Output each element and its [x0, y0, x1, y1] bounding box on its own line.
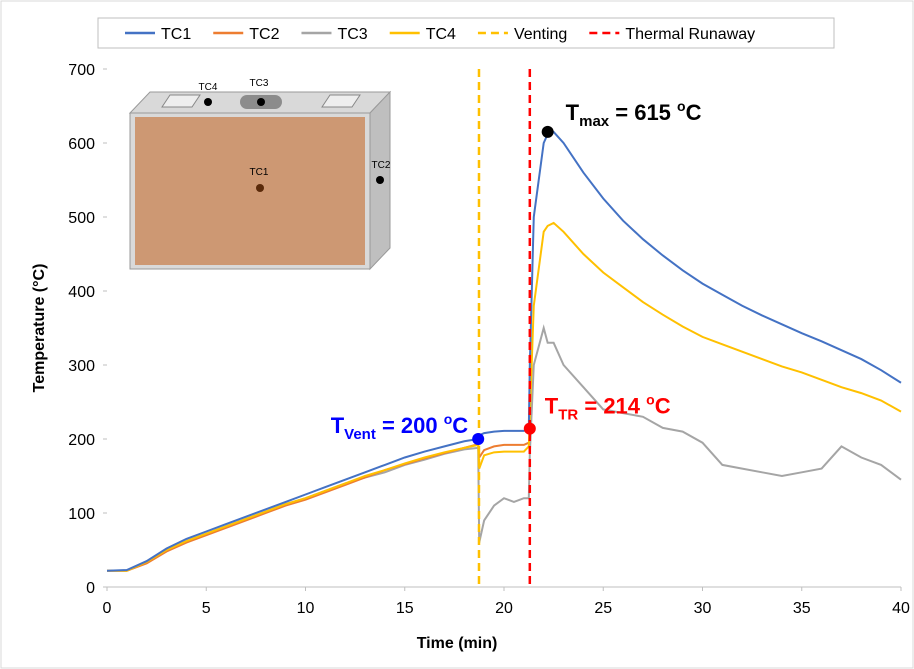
- annotation-part: T: [566, 100, 580, 125]
- annotation-part: C: [452, 413, 468, 438]
- x-tick-label: 35: [793, 600, 811, 617]
- y-axis-label: Temperature (°C): [31, 264, 48, 393]
- y-tick-label: 200: [68, 432, 95, 449]
- annotation-part: = 615: [609, 100, 677, 125]
- sensor-dot: [257, 98, 265, 106]
- legend-label: TC2: [249, 26, 279, 43]
- annotation-sub: max: [579, 113, 610, 130]
- terminal: [321, 94, 361, 108]
- annotation-part: = 200: [376, 413, 444, 438]
- inset-label: TC1: [250, 167, 269, 178]
- point-marker: [541, 125, 554, 138]
- y-tick-label: 400: [68, 284, 95, 301]
- y-tick-label: 0: [86, 580, 95, 597]
- x-tick-label: 10: [297, 600, 315, 617]
- annotation-part: C: [686, 100, 702, 125]
- legend-label: Venting: [514, 26, 567, 43]
- y-tick-label: 600: [68, 136, 95, 153]
- y-tick-label: 100: [68, 506, 95, 523]
- annotation: TVent = 200 oC: [331, 411, 469, 443]
- x-tick-label: 5: [202, 600, 211, 617]
- annotation-part: T: [545, 394, 559, 419]
- x-tick-label: 15: [396, 600, 414, 617]
- annotation-sup: o: [646, 392, 655, 408]
- legend-label: TC3: [337, 26, 367, 43]
- sensor-dot: [376, 176, 384, 184]
- y-tick-label: 300: [68, 358, 95, 375]
- cell-face: [135, 117, 365, 265]
- annotation-sub: TR: [558, 407, 578, 424]
- x-tick-label: 25: [594, 600, 612, 617]
- annotation-sup: o: [444, 411, 453, 427]
- x-tick-label: 30: [694, 600, 712, 617]
- x-tick-label: 0: [103, 600, 112, 617]
- x-tick-label: 20: [495, 600, 513, 617]
- legend-label: Thermal Runaway: [625, 26, 755, 43]
- annotation-part: T: [331, 413, 345, 438]
- y-tick-label: 500: [68, 210, 95, 227]
- annotation-sub: Vent: [344, 426, 376, 443]
- series-line: [107, 441, 530, 572]
- legend-label: TC4: [426, 26, 456, 43]
- inset-label: TC2: [372, 160, 391, 171]
- series-line: [106, 130, 902, 572]
- annotation-sup: o: [677, 98, 686, 114]
- series-line: [107, 221, 902, 572]
- inset-label: TC3: [250, 78, 269, 89]
- point-marker: [523, 422, 536, 435]
- y-tick-label: 700: [68, 62, 95, 79]
- terminal: [161, 94, 201, 108]
- x-tick-label: 40: [892, 600, 910, 617]
- point-marker: [472, 433, 485, 445]
- annotation-part: = 214: [578, 394, 646, 419]
- sensor-dot: [204, 98, 212, 106]
- inset-diagram: TC4 TC3 TC1 TC2: [128, 78, 392, 271]
- annotation: TTR = 214 oC: [545, 392, 671, 424]
- annotation-part: C: [655, 394, 671, 419]
- x-axis-label: Time (min): [417, 635, 498, 652]
- legend-label: TC1: [161, 26, 191, 43]
- annotation: Tmax = 615 oC: [566, 98, 702, 130]
- sensor-dot: [256, 184, 264, 192]
- inset-label: TC4: [199, 82, 218, 93]
